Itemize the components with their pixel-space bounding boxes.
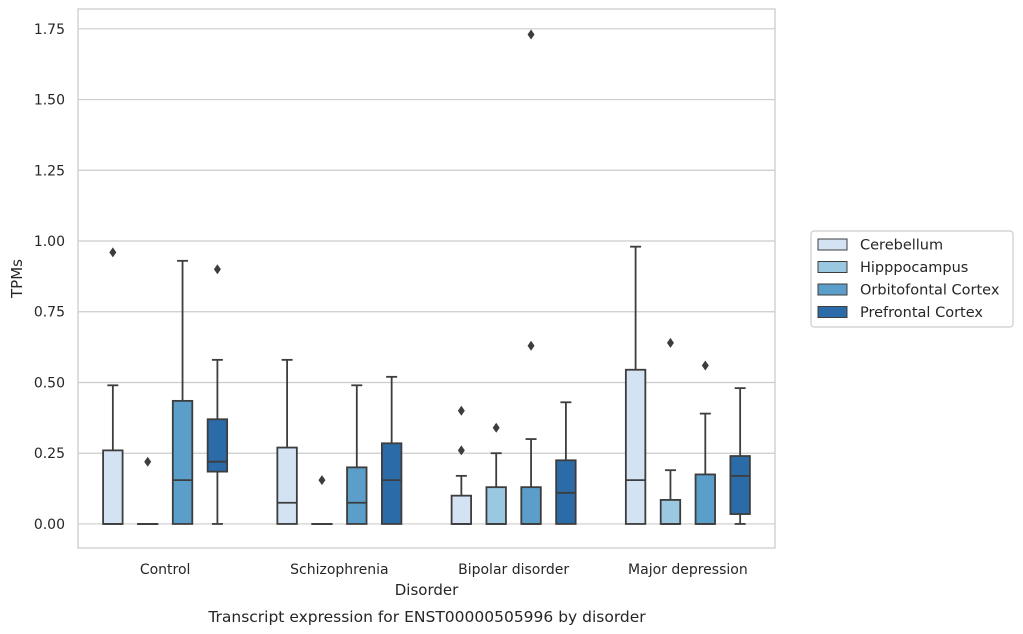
legend-swatch	[817, 238, 848, 251]
y-tick-label: 1.75	[34, 22, 65, 38]
y-tick-label: 1.50	[34, 93, 65, 109]
box-body	[485, 486, 507, 525]
outlier-point	[457, 405, 465, 416]
box-body	[659, 499, 682, 525]
legend-label: Cerebellum	[860, 238, 943, 254]
box-body	[102, 449, 124, 525]
box-cerebellum	[102, 247, 124, 525]
y-tick-label: 1.00	[34, 234, 65, 250]
y-tick-label: 0.50	[34, 375, 65, 391]
outlier-point	[701, 360, 709, 371]
box-orbitofontal-cortex	[520, 29, 542, 525]
chart-caption: Transcript expression for ENST0000050599…	[207, 608, 646, 626]
x-axis-ticks: Control Schizophrenia Bipolar disorder Majo…	[140, 562, 748, 578]
box-body	[450, 494, 473, 525]
box-hipppocampus	[137, 456, 159, 525]
outlier-point	[213, 264, 221, 275]
box-orbitofontal-cortex	[346, 384, 368, 525]
y-axis-ticks: 0.00 0.25 0.50 0.75 1.00 1.25 1.50 1.75	[34, 22, 65, 533]
box-body	[171, 399, 194, 525]
legend-label: Hipppocampus	[860, 260, 968, 276]
box-prefrontal-cortex	[729, 387, 751, 525]
legend-swatch	[817, 261, 848, 273]
box-body	[729, 455, 751, 515]
outlier-point	[318, 475, 326, 486]
legend-label: Orbitofontal Cortex	[860, 283, 1000, 299]
legend: Cerebellum Hipppocampus Orbitofontal Corte…	[810, 230, 1014, 328]
box-prefrontal-cortex	[206, 264, 229, 525]
x-tick-label: Major depression	[628, 562, 748, 578]
x-tick-label: Bipolar disorder	[458, 562, 569, 578]
outlier-point	[492, 422, 500, 433]
plot-frame	[77, 8, 776, 549]
box-body	[276, 446, 298, 525]
outlier-point	[144, 456, 152, 467]
outlier-point	[457, 445, 465, 456]
legend-frame	[810, 230, 1014, 328]
x-axis-label: Disorder	[395, 581, 459, 599]
box-cerebellum	[624, 245, 647, 525]
box-body	[520, 486, 542, 525]
box-prefrontal-cortex	[380, 375, 403, 525]
box-cerebellum	[450, 405, 473, 525]
x-tick-label: Schizophrenia	[290, 562, 388, 578]
box-body	[346, 466, 368, 525]
box-hipppocampus	[311, 475, 333, 525]
box-orbitofontal-cortex	[171, 259, 194, 525]
outlier-point	[527, 340, 535, 351]
box-prefrontal-cortex	[555, 401, 577, 525]
y-gridlines	[78, 28, 775, 525]
box-body	[694, 473, 716, 525]
y-tick-label: 0.00	[34, 517, 65, 533]
box-hipppocampus	[659, 337, 682, 525]
outlier-point	[666, 337, 674, 348]
outlier-point	[527, 29, 535, 40]
box-cerebellum	[276, 358, 298, 525]
legend-label: Prefrontal Cortex	[860, 305, 983, 321]
y-tick-label: 0.75	[34, 305, 65, 321]
box-body	[206, 418, 229, 473]
x-tick-label: Control	[140, 562, 191, 578]
outlier-point	[109, 247, 117, 258]
y-tick-label: 0.25	[34, 446, 65, 462]
y-tick-label: 1.25	[34, 163, 65, 179]
box-hipppocampus	[485, 422, 507, 525]
box-orbitofontal-cortex	[694, 360, 716, 525]
box-series	[102, 29, 751, 525]
box-body	[624, 368, 647, 525]
legend-swatch	[817, 283, 848, 296]
box-body	[380, 442, 403, 525]
y-axis-label: TPMs	[8, 259, 26, 299]
legend-swatch	[817, 306, 848, 318]
